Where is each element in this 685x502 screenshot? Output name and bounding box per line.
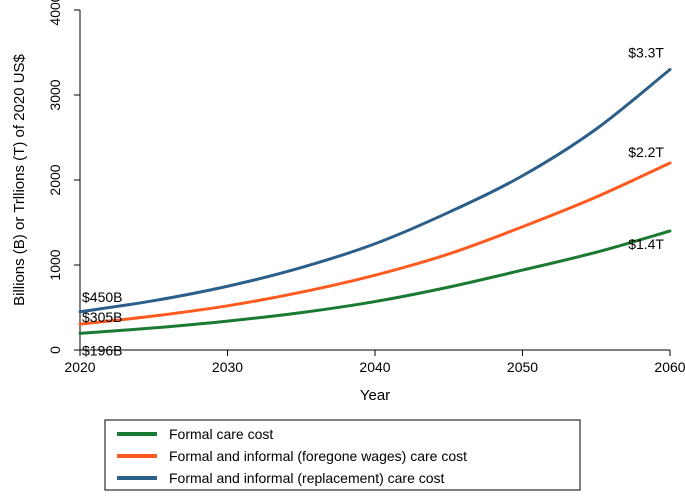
legend-label-foregone: Formal and informal (foregone wages) car…: [169, 448, 467, 464]
x-tick-label: 2050: [507, 359, 538, 375]
y-tick-label: 3000: [47, 79, 63, 110]
y-tick-label: 0: [47, 346, 63, 354]
x-axis-title: Year: [360, 387, 390, 404]
x-tick-label: 2020: [64, 359, 95, 375]
x-tick-label: 2030: [212, 359, 243, 375]
x-tick-label: 2040: [359, 359, 390, 375]
y-axis-title: Billions (B) or Trllions (T) of 2020 US$: [11, 53, 28, 305]
series-formal-end-annot: $1.4T: [628, 236, 664, 252]
series-formal-start-annot: $196B: [82, 342, 122, 358]
y-tick-label: 4000: [47, 0, 63, 26]
legend-label-formal: Formal care cost: [169, 426, 273, 442]
series-foregone-end-annot: $2.2T: [628, 144, 664, 160]
series-replacement-end-annot: $3.3T: [628, 45, 664, 61]
legend-label-replacement: Formal and informal (replacement) care c…: [169, 470, 445, 486]
x-tick-label: 2060: [654, 359, 685, 375]
y-tick-label: 2000: [47, 164, 63, 195]
care-cost-chart: 2020 2030 2040 2050 2060 0 1000 2000 3000 4000 Yea…: [0, 0, 685, 502]
series-replacement-start-annot: $450B: [82, 289, 122, 305]
y-tick-label: 1000: [47, 249, 63, 280]
series-formal: [80, 231, 670, 333]
